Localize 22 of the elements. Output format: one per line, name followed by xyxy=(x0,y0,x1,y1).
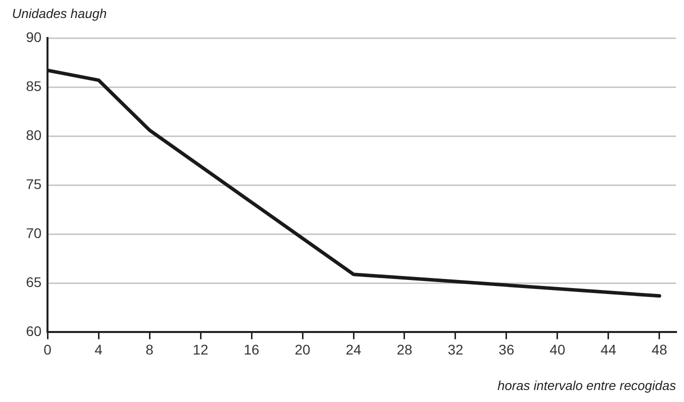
x-tick-label: 20 xyxy=(294,341,311,358)
y-tick-label: 70 xyxy=(26,224,42,241)
x-tick-label: 36 xyxy=(498,341,514,358)
x-tick-label: 32 xyxy=(448,341,464,358)
x-tick-label: 12 xyxy=(192,341,209,358)
x-tick-label: 16 xyxy=(244,341,260,358)
x-tick-label: 40 xyxy=(550,341,566,358)
x-axis-title: horas intervalo entre recogidas xyxy=(498,378,676,393)
x-tick-label: 24 xyxy=(346,341,362,358)
x-tick-label: 8 xyxy=(146,341,154,358)
x-tick-label: 0 xyxy=(44,341,52,358)
y-tick-label: 80 xyxy=(26,126,42,143)
x-tick-label: 44 xyxy=(600,341,616,358)
y-tick-label: 60 xyxy=(26,323,42,340)
y-tick-label: 90 xyxy=(26,28,42,45)
x-tick-label: 4 xyxy=(94,341,103,358)
y-tick-label: 75 xyxy=(26,176,42,192)
y-tick-label: 85 xyxy=(26,78,42,94)
y-axis-title: Unidades haugh xyxy=(12,6,107,21)
y-tick-label: 65 xyxy=(26,274,42,290)
x-tick-label: 48 xyxy=(652,341,668,358)
x-tick-label: 28 xyxy=(396,341,412,358)
